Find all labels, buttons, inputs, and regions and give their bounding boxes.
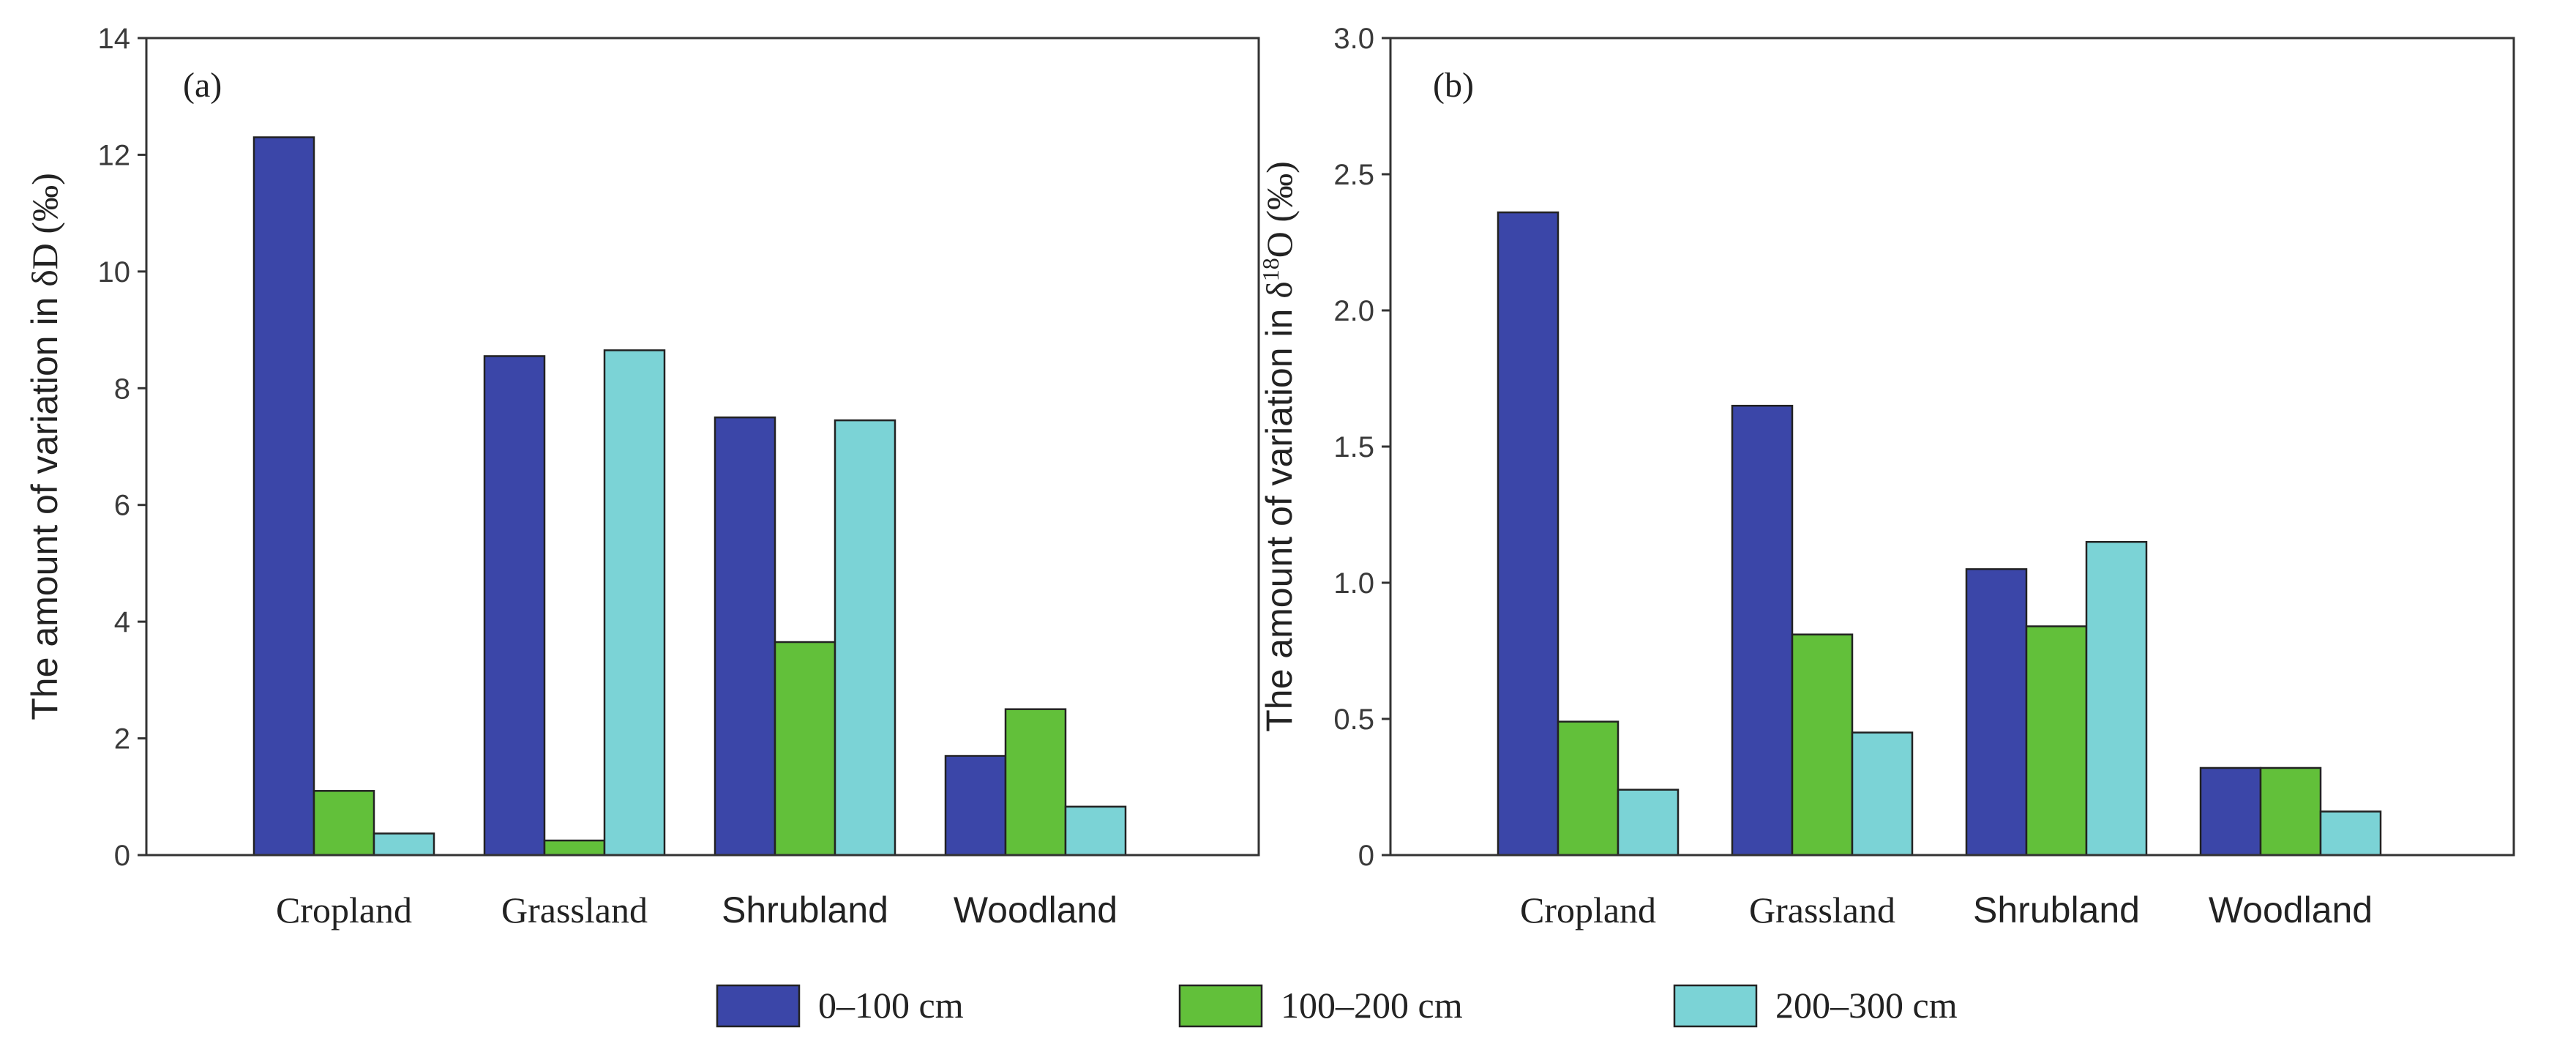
legend-label: 100–200 cm xyxy=(1281,985,1463,1026)
legend-swatch xyxy=(1178,984,1263,1028)
y-axis-label: The amount of variation in δD (‰) xyxy=(24,173,65,720)
panel-b: Cropland Grassland Shrubland Woodland 0 0.5 1.… xyxy=(1257,23,2515,930)
panel-label: (b) xyxy=(1433,66,1474,105)
y-tick-label: 0 xyxy=(114,840,130,872)
y-tick-label: 0 xyxy=(1358,840,1374,872)
y-axis-label: The amount of variation in δ18O (‰) xyxy=(1257,161,1300,731)
legend-swatch xyxy=(716,984,801,1028)
bar-woodland-series-2 xyxy=(1064,805,1127,857)
y-tick-label: 2.5 xyxy=(1333,159,1374,191)
y-tick-label: 4 xyxy=(114,606,130,638)
bar-shrubland-series-2 xyxy=(834,419,896,857)
bar-grassland-series-0 xyxy=(1731,404,1794,857)
category-label: Shrubland xyxy=(722,889,888,930)
category-label: Cropland xyxy=(276,889,412,930)
bar-woodland-series-0 xyxy=(944,755,1007,857)
y-tick-label: 12 xyxy=(98,139,131,171)
legend: 0–100 cm 100–200 cm 200–300 cm xyxy=(716,984,1958,1028)
bar-woodland-series-2 xyxy=(2319,810,2382,857)
category-label: Grassland xyxy=(1749,889,1895,930)
bar-grassland-series-0 xyxy=(483,355,546,857)
category-label: Woodland xyxy=(2209,889,2373,930)
bar-shrubland-series-0 xyxy=(1965,568,2028,857)
bar-grassland-series-1 xyxy=(543,839,606,857)
bar-cropland-series-1 xyxy=(312,790,375,857)
y-tick-label: 0.5 xyxy=(1333,704,1374,736)
legend-label: 0–100 cm xyxy=(818,985,964,1026)
panel-a: Cropland Grassland Shrubland Woodland 0 2 4 6 8 1… xyxy=(24,23,1260,930)
bar-shrubland-series-1 xyxy=(774,641,836,857)
bar-woodland-series-0 xyxy=(2199,767,2262,857)
legend-swatch xyxy=(1673,984,1758,1028)
y-tick-label: 10 xyxy=(98,256,131,288)
y-tick-label: 14 xyxy=(98,23,131,55)
y-tick-label: 6 xyxy=(114,490,130,522)
bar-cropland-series-0 xyxy=(252,136,315,857)
bar-shrubland-series-0 xyxy=(714,416,776,857)
category-label: Grassland xyxy=(501,889,648,930)
bar-cropland-series-2 xyxy=(372,832,435,857)
bar-woodland-series-1 xyxy=(1004,708,1067,857)
panel-label: (a) xyxy=(183,66,222,105)
plot-frame xyxy=(145,37,1260,857)
category-label: Cropland xyxy=(1520,889,1656,930)
bar-cropland-series-2 xyxy=(1617,788,1680,857)
bar-woodland-series-1 xyxy=(2259,767,2322,857)
y-tick-label: 1.5 xyxy=(1333,431,1374,463)
y-tick-label: 1.0 xyxy=(1333,567,1374,600)
bar-cropland-series-1 xyxy=(1557,720,1620,857)
y-tick-label: 8 xyxy=(114,373,130,405)
bar-shrubland-series-2 xyxy=(2085,540,2148,857)
y-tick-label: 3.0 xyxy=(1333,23,1374,55)
y-tick-label: 2.0 xyxy=(1333,295,1374,327)
bar-grassland-series-1 xyxy=(1791,633,1854,857)
category-label: Woodland xyxy=(954,889,1117,930)
bar-cropland-series-0 xyxy=(1497,211,1560,857)
legend-label: 200–300 cm xyxy=(1775,985,1958,1026)
category-label: Shrubland xyxy=(1973,889,2140,930)
bar-shrubland-series-1 xyxy=(2025,625,2088,857)
bar-grassland-series-2 xyxy=(1851,731,1914,857)
y-tick-label: 2 xyxy=(114,723,130,756)
bar-grassland-series-2 xyxy=(603,349,666,857)
